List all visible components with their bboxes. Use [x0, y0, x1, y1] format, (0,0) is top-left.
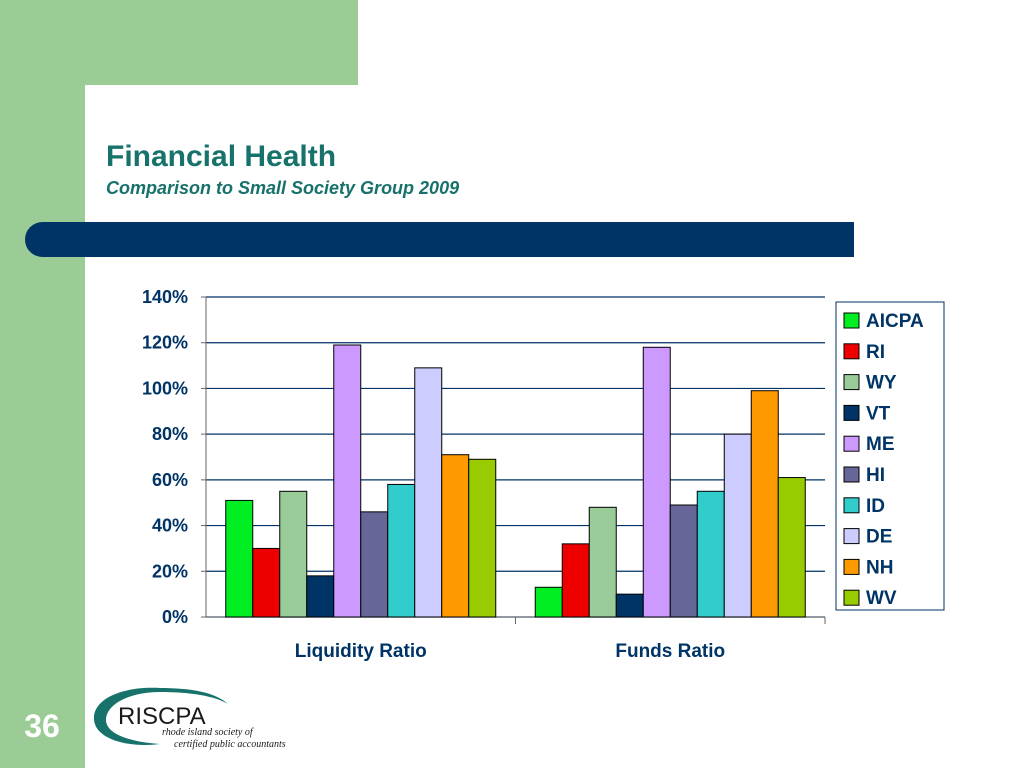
legend-label: NH [866, 557, 893, 578]
bar-nh [441, 454, 470, 618]
legend-swatch-ri [843, 343, 860, 360]
bar-ri [561, 543, 590, 618]
legend-label: DE [866, 527, 892, 548]
legend-label: WY [866, 373, 897, 394]
logo-tagline-1: rhode island society of [162, 727, 254, 738]
y-tick-label: 80% [152, 424, 188, 444]
logo-tagline-2: certified public accountants [174, 739, 286, 750]
legend-swatch-wy [843, 374, 860, 391]
slide-number: 36 [24, 708, 60, 744]
y-tick-label: 0% [162, 607, 188, 627]
top-band [0, 0, 358, 85]
bar-hi [360, 511, 389, 618]
riscpa-logo: RISCPA rhode island society of certified… [93, 687, 286, 750]
legend-label: AICPA [866, 311, 924, 332]
bar-me [642, 346, 671, 618]
title-divider-bar [25, 222, 854, 257]
bar-vt [306, 575, 335, 618]
y-tick-label: 140% [142, 287, 188, 307]
legend-label: ID [866, 496, 885, 517]
y-tick-label: 60% [152, 470, 188, 490]
y-tick-label: 40% [152, 516, 188, 536]
legend-label: VT [866, 403, 891, 424]
legend-label: WV [866, 588, 897, 609]
bar-ri [252, 547, 281, 618]
bar-me [333, 344, 362, 618]
x-category-label: Liquidity Ratio [295, 641, 427, 662]
legend-label: HI [866, 465, 885, 486]
legend-swatch-wv [843, 589, 860, 606]
legend-label: ME [866, 434, 895, 455]
side-band [0, 0, 85, 768]
legend-swatch-nh [843, 558, 860, 575]
bar-aicpa [534, 586, 563, 618]
bar-wy [279, 490, 308, 618]
y-tick-label: 100% [142, 378, 188, 398]
legend-swatch-aicpa [843, 312, 860, 329]
bar-id [387, 483, 416, 618]
bar-id [696, 490, 725, 618]
bar-de [723, 433, 752, 618]
x-category-label: Funds Ratio [615, 641, 725, 662]
legend-label: RI [866, 342, 885, 363]
slide-title: Financial Health [106, 140, 337, 173]
bar-nh [750, 390, 779, 618]
logo-name: RISCPA [118, 703, 206, 730]
bar-wv [468, 458, 497, 618]
legend-swatch-hi [843, 466, 860, 483]
legend-swatch-de [843, 528, 860, 545]
bar-wy [588, 506, 617, 618]
bar-de [414, 367, 443, 618]
legend-swatch-id [843, 497, 860, 514]
legend-swatch-me [843, 435, 860, 452]
bar-aicpa [225, 499, 254, 618]
bar-wv [777, 477, 806, 618]
y-tick-label: 120% [142, 333, 188, 353]
y-tick-label: 20% [152, 561, 188, 581]
slide-subtitle: Comparison to Small Society Group 2009 [106, 178, 460, 198]
legend-swatch-vt [843, 404, 860, 421]
bar-vt [615, 593, 644, 618]
bar-hi [669, 504, 698, 618]
